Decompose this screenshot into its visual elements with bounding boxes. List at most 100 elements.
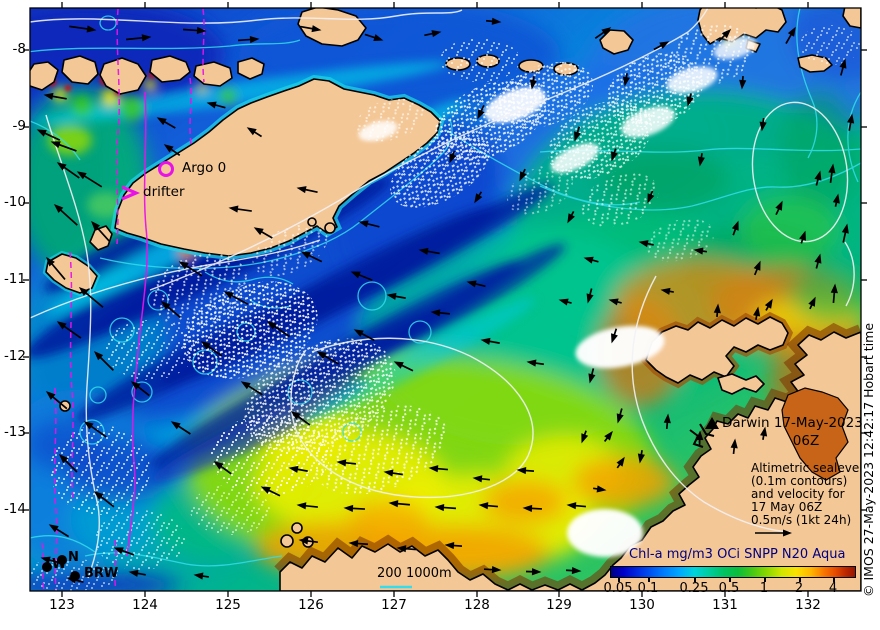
velocity-arrow [565,566,582,575]
velocity-arrow [300,25,322,33]
velocity-arrow [841,223,849,243]
velocity-arrow [785,26,796,45]
velocity-arrow [519,168,527,182]
x-tick-label: 129 [546,597,572,613]
plot-border [29,7,862,592]
darwin-harbour-inlets [689,423,715,448]
velocity-arrow [611,328,618,344]
velocity-arrow [260,486,281,497]
velocity-arrow [353,329,375,342]
velocity-arrow [388,500,410,508]
velocity-arrow [424,30,442,38]
colorbar-tick-mark [799,578,801,582]
velocity-arrow [253,227,273,239]
velocity-arrow [90,220,111,242]
velocity-arrow [574,126,581,142]
x-tick-label: 127 [381,597,407,613]
velocity-arrow [46,256,66,280]
velocity-arrow [178,261,203,277]
colorbar-tick-label: 1 [759,581,769,596]
velocity-arrow [588,368,596,384]
velocity-arrow [760,426,768,440]
colorbar-tick-label: 4 [828,581,838,596]
info-line: 0.5m/s (1kt 24h) [751,513,852,527]
velocity-arrow [603,430,613,442]
velocity-arrow [616,408,624,424]
velocity-arrow [383,469,403,477]
velocity-arrow [182,26,207,35]
mooring-dot [57,555,67,565]
velocity-arrow [48,524,70,538]
velocity-arrow [266,321,291,338]
velocity-arrow [428,465,449,473]
velocity-arrows-layer [36,17,855,584]
y-tick-label: -13 [3,424,26,440]
y-tick-label: -14 [3,501,26,517]
velocity-arrow [396,545,417,553]
velocity-arrow [472,475,491,483]
colorbar-title: Chl-a mg/m3 OCi SNPP N20 Aqua [629,547,846,562]
colorbar-tick-mark [764,578,766,582]
drifter-label: drifter [143,184,185,200]
velocity-arrow [739,75,747,90]
velocity-arrow [163,144,181,157]
velocity-arrow [566,502,587,510]
velocity-arrow [696,430,704,447]
velocity-arrow [485,17,502,25]
velocity-arrow [300,251,323,263]
velocity-arrow [316,351,340,365]
velocity-arrow [586,288,594,304]
velocity-arrow [693,247,708,255]
drifter-marker [121,185,141,201]
x-tick-label: 132 [795,597,821,613]
velocity-arrow [581,430,589,444]
velocity-arrow [386,292,406,300]
y-tick-label: -8 [12,41,26,57]
velocity-arrow [76,171,103,188]
velocity-arrow [522,504,543,513]
velocity-arrow [36,129,61,141]
velocity-arrow [830,283,838,304]
velocity-arrow [40,556,60,564]
colorbar-tick-label: 0.05 [603,581,633,596]
velocity-arrow [516,466,535,475]
sealevel-contours [30,8,855,579]
velocity-arrow [814,170,822,186]
velocity-arrow [56,162,80,179]
velocity-arrow [206,101,226,109]
velocity-arrow [731,220,739,236]
velocity-arrow [296,186,318,194]
velocity-arrow [393,361,414,372]
velocity-arrow [237,35,260,44]
velocity-arrow [653,41,670,51]
colorbar-tick-mark [618,578,620,582]
velocity-arrow [298,537,318,545]
velocity-arrow [418,247,440,255]
velocity-arrow [814,253,822,269]
darwin-date-label: Darwin 17-May-2023 [722,415,863,431]
colorbar-tick-label: 0.25 [679,581,709,596]
velocity-arrow [449,150,457,164]
velocity-arrow [616,456,625,469]
x-tick-label: 128 [464,597,490,613]
cloud-layer [30,23,860,591]
darwin-location-marker [705,417,719,429]
info-line: and velocity for [751,487,845,501]
mooring-dot [70,571,80,581]
velocity-arrow [525,568,542,576]
velocity-arrow [213,461,232,475]
velocity-arrow [592,485,607,493]
velocity-arrow [480,337,500,345]
mooring-label: W [52,557,67,572]
velocity-arrow [130,381,150,397]
velocity-arrow [753,306,761,320]
colorbar-tick-label: 0.5 [718,581,740,596]
y-tick-label: -10 [3,194,26,210]
argo-float-marker [158,161,174,177]
velocity-arrow [529,76,537,90]
velocity-arrow [93,350,114,371]
colorbar-tick-label: 0.1 [637,581,659,596]
velocity-arrow [828,163,836,183]
velocity-arrow [847,113,855,131]
